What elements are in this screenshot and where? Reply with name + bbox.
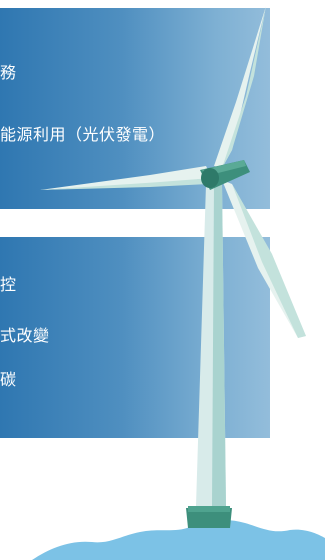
panel-top-line-2: 能源利用（光伏發電） [0, 125, 166, 144]
turbine-base [186, 508, 232, 528]
panel-bottom-line-2: 式改變 [0, 326, 50, 345]
panel-bottom-line-1: 控 [0, 275, 17, 294]
panel-top-line-1: 務 [0, 63, 17, 82]
turbine-blade-up [214, 6, 266, 168]
turbine-hub [201, 168, 219, 188]
turbine-tower-shade [212, 184, 226, 506]
water-waves [32, 519, 325, 560]
turbine-blade-down-shade [232, 184, 306, 338]
turbine-base-top [188, 506, 230, 512]
turbine-blade-left [40, 166, 212, 190]
panel-bottom-line-3: 碳 [0, 370, 17, 389]
turbine-blade-left-shade [40, 178, 212, 190]
info-panel-bottom [0, 237, 270, 438]
